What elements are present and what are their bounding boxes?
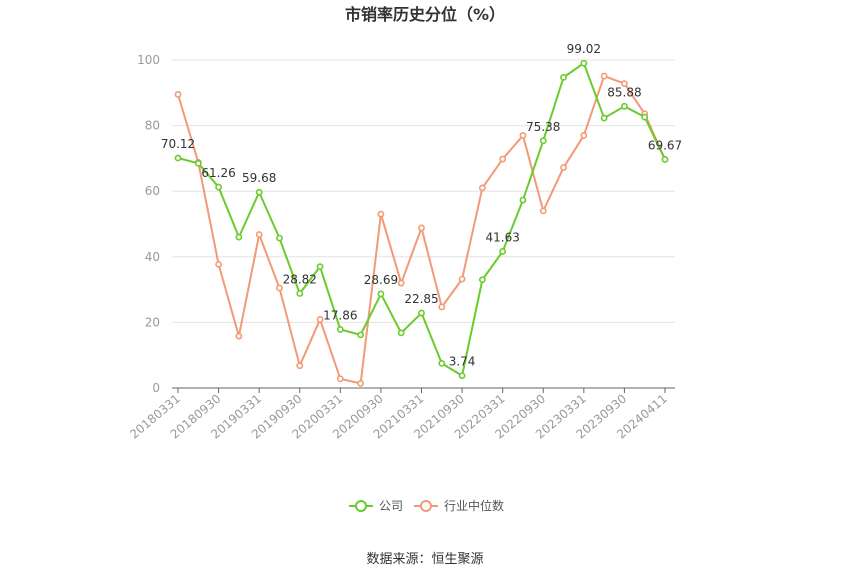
data-point[interactable] <box>621 80 628 88</box>
data-point[interactable] <box>357 331 365 339</box>
y-tick-label: 0 <box>152 381 160 395</box>
data-point[interactable] <box>316 263 324 271</box>
data-point[interactable] <box>336 375 344 383</box>
data-point[interactable] <box>377 290 385 298</box>
data-label: 99.02 <box>567 42 601 56</box>
data-point[interactable] <box>418 224 425 232</box>
data-point[interactable] <box>499 155 507 163</box>
y-tick-label: 40 <box>145 250 160 264</box>
data-point[interactable] <box>377 210 385 218</box>
data-labels: 70.12 61.26 59.68 28.82 17.86 28.69 22.85 3.74 4… <box>161 42 682 369</box>
data-point[interactable] <box>255 231 263 238</box>
data-point[interactable] <box>519 196 527 204</box>
data-point[interactable] <box>478 276 486 284</box>
data-point[interactable] <box>215 183 222 191</box>
data-point[interactable] <box>600 72 608 80</box>
data-point[interactable] <box>174 154 182 162</box>
data-point[interactable] <box>458 372 466 380</box>
data-point[interactable] <box>215 260 222 268</box>
data-point[interactable] <box>397 329 405 337</box>
grid-lines <box>172 59 675 323</box>
data-point[interactable] <box>438 303 446 311</box>
data-point[interactable] <box>296 362 304 370</box>
data-point[interactable] <box>235 233 243 241</box>
legend-label: 公司 <box>379 499 403 513</box>
legend-item[interactable]: 公司 <box>349 499 403 513</box>
data-label: 22.85 <box>404 292 438 306</box>
data-point[interactable] <box>621 102 628 110</box>
data-point[interactable] <box>478 184 486 192</box>
chart-title: 市销率历史分位（%） <box>345 5 505 24</box>
data-point[interactable] <box>397 279 405 287</box>
data-point[interactable] <box>580 59 588 67</box>
series-layer <box>174 59 669 387</box>
data-label: 85.88 <box>607 85 641 99</box>
legend-item[interactable]: 行业中位数 <box>414 498 504 513</box>
data-label: 3.74 <box>449 355 476 369</box>
data-point[interactable] <box>600 114 608 122</box>
data-point[interactable] <box>255 188 263 196</box>
data-label: 69.67 <box>648 138 682 152</box>
data-point[interactable] <box>661 156 669 163</box>
data-point[interactable] <box>296 290 304 297</box>
y-tick-label: 100 <box>137 53 160 67</box>
y-tick-label: 80 <box>145 119 160 133</box>
data-point[interactable] <box>276 234 283 242</box>
data-point[interactable] <box>357 380 365 387</box>
source-note: 数据来源：恒生聚源 <box>366 552 483 567</box>
legend-label: 行业中位数 <box>444 498 504 513</box>
data-point[interactable] <box>316 316 324 323</box>
data-point[interactable] <box>438 359 446 367</box>
legend-swatch-marker <box>355 500 367 512</box>
data-point[interactable] <box>276 284 283 292</box>
y-tick-label: 60 <box>145 184 160 198</box>
data-point[interactable] <box>539 137 547 145</box>
data-point[interactable] <box>458 275 466 283</box>
data-point[interactable] <box>539 207 547 215</box>
data-point[interactable] <box>580 132 588 139</box>
data-point[interactable] <box>519 132 527 139</box>
data-point[interactable] <box>499 248 507 255</box>
data-label: 61.26 <box>201 166 235 180</box>
data-label: 28.82 <box>283 272 317 286</box>
data-point[interactable] <box>560 164 567 171</box>
data-point[interactable] <box>336 326 344 333</box>
data-label: 17.86 <box>323 308 357 322</box>
data-point[interactable] <box>194 159 202 167</box>
data-point[interactable] <box>174 91 182 98</box>
data-label: 75.38 <box>526 120 560 134</box>
data-point[interactable] <box>235 332 243 340</box>
data-point[interactable] <box>418 309 425 317</box>
data-label: 41.63 <box>485 230 519 244</box>
data-label: 59.68 <box>242 171 276 185</box>
y-tick-label: 20 <box>145 315 160 329</box>
legend[interactable]: 公司 行业中位数 <box>349 498 504 513</box>
data-point[interactable] <box>641 113 649 121</box>
data-label: 70.12 <box>161 137 195 151</box>
legend-swatch-marker <box>420 500 432 512</box>
data-label: 28.69 <box>364 273 398 287</box>
data-point[interactable] <box>560 73 567 81</box>
